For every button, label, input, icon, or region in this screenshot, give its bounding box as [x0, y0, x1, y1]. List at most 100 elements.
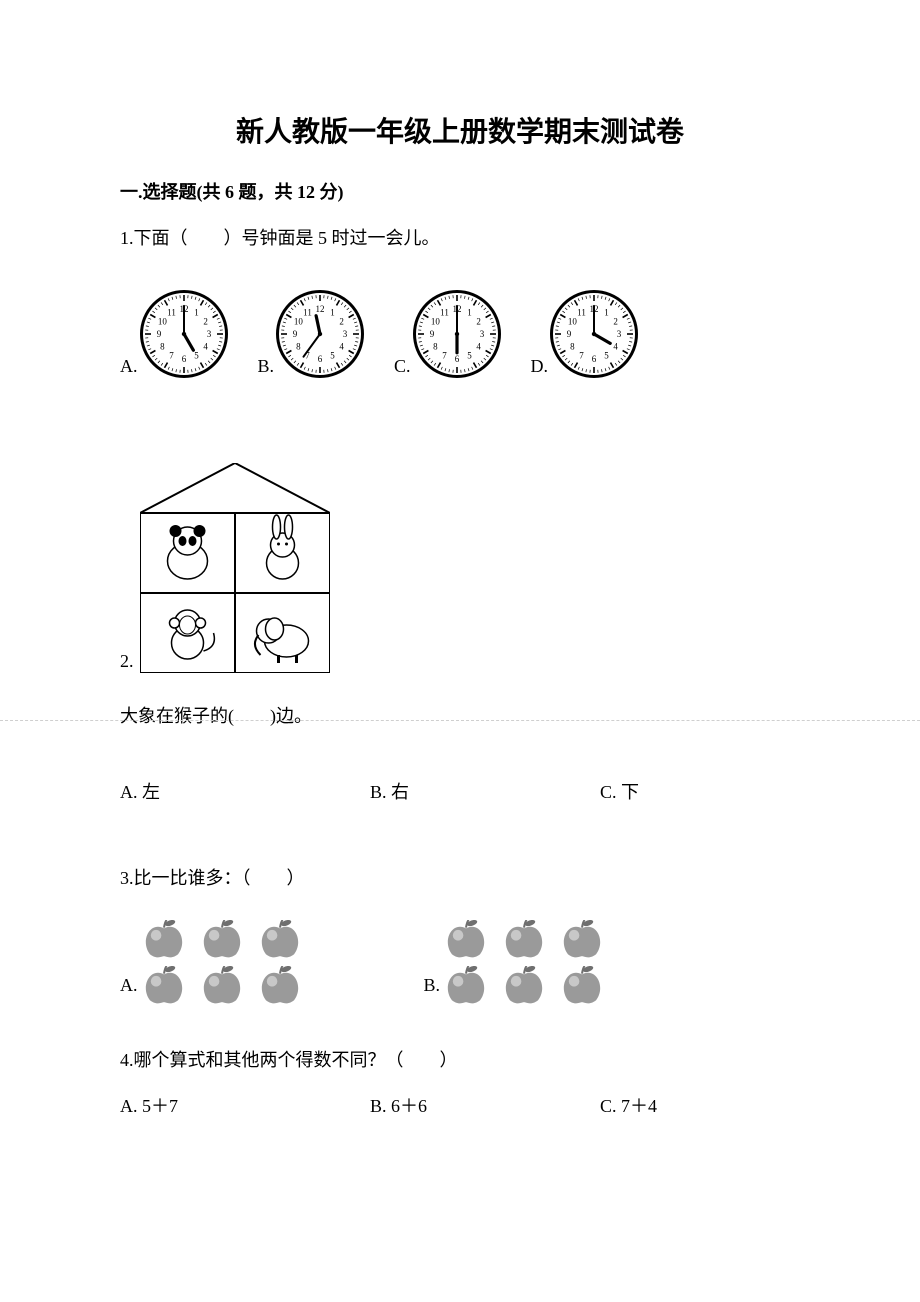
option-text: 左 — [142, 782, 160, 802]
svg-text:4: 4 — [339, 342, 344, 352]
apple-icon — [200, 966, 246, 1006]
svg-text:6: 6 — [592, 354, 597, 364]
q3-options-row: A. B. — [120, 920, 800, 1006]
svg-text:9: 9 — [293, 329, 298, 339]
svg-text:8: 8 — [433, 342, 438, 352]
svg-text:2: 2 — [613, 317, 618, 327]
option-text: 右 — [391, 782, 409, 802]
option-label: C. — [394, 356, 411, 383]
clock-icon: 121234567891011 — [276, 290, 364, 383]
apple-icon — [502, 920, 548, 960]
svg-text:1: 1 — [604, 307, 609, 317]
svg-text:3: 3 — [343, 329, 348, 339]
svg-text:8: 8 — [296, 342, 301, 352]
apple-icon — [444, 920, 490, 960]
apple-icon — [142, 920, 188, 960]
q1-option-a: A. 121234567891011 — [120, 290, 228, 383]
svg-text:11: 11 — [577, 307, 586, 317]
svg-text:11: 11 — [167, 307, 176, 317]
svg-text:7: 7 — [579, 351, 584, 361]
svg-text:5: 5 — [604, 351, 609, 361]
svg-text:2: 2 — [476, 317, 481, 327]
q2-options-row: A. 左 B. 右 C. 下 — [120, 778, 800, 804]
apple-icon — [444, 966, 490, 1006]
svg-text:2: 2 — [339, 317, 344, 327]
svg-text:5: 5 — [194, 351, 199, 361]
svg-text:8: 8 — [570, 342, 575, 352]
svg-text:9: 9 — [429, 329, 434, 339]
svg-text:3: 3 — [617, 329, 622, 339]
q2-number: 2. — [120, 651, 134, 678]
option-label: B. — [258, 356, 275, 383]
q1-option-c: C. 121234567891011 — [394, 290, 501, 383]
option-text: 5＋7 — [142, 1096, 178, 1116]
q2-subtext: 大象在猴子的( )边。 — [120, 702, 800, 728]
svg-text:10: 10 — [157, 317, 167, 327]
clock-icon: 121234567891011 — [413, 290, 501, 383]
page-title: 新人教版一年级上册数学期末测试卷 — [120, 110, 800, 150]
section-heading: 一.选择题(共 6 题，共 12 分) — [120, 178, 800, 204]
svg-text:5: 5 — [467, 351, 472, 361]
svg-text:2: 2 — [203, 317, 208, 327]
q3-text: 3.比一比谁多：（ ） — [120, 864, 800, 890]
svg-text:4: 4 — [613, 342, 618, 352]
svg-text:11: 11 — [440, 307, 449, 317]
option-label: B. — [370, 782, 387, 802]
apple-icon — [560, 966, 606, 1006]
svg-text:7: 7 — [442, 351, 447, 361]
q2-option-c: C. 下 — [600, 778, 639, 804]
svg-text:12: 12 — [316, 304, 325, 314]
svg-text:10: 10 — [430, 317, 440, 327]
clock-icon: 121234567891011 — [140, 290, 228, 383]
svg-text:6: 6 — [454, 354, 459, 364]
q2-option-a: A. 左 — [120, 778, 370, 804]
svg-text:6: 6 — [181, 354, 186, 364]
svg-text:11: 11 — [303, 307, 312, 317]
svg-text:4: 4 — [203, 342, 208, 352]
q2-row: 2. — [120, 463, 800, 678]
option-label: B. — [370, 1096, 387, 1116]
q1-option-b: B. 121234567891011 — [258, 290, 365, 383]
q2-option-b: B. 右 — [370, 778, 600, 804]
apple-icon — [258, 920, 304, 960]
option-label: A. — [120, 356, 138, 383]
q4-option-c: C. 7＋4 — [600, 1092, 657, 1118]
svg-text:8: 8 — [160, 342, 165, 352]
svg-text:6: 6 — [318, 354, 323, 364]
apple-icon — [560, 920, 606, 960]
apple-icon — [200, 920, 246, 960]
svg-text:7: 7 — [169, 351, 174, 361]
q4-option-a: A. 5＋7 — [120, 1092, 370, 1118]
q1-option-d: D. 121234567891011 — [531, 290, 639, 383]
option-text: 6＋6 — [391, 1096, 427, 1116]
exam-page: 新人教版一年级上册数学期末测试卷 一.选择题(共 6 题，共 12 分) 1.下… — [0, 0, 920, 1302]
q3-apple-group-a — [142, 920, 304, 1006]
option-text: 下 — [621, 782, 639, 802]
option-label: C. — [600, 782, 617, 802]
q1-options-row: A. 121234567891011 B. 121234567891011 C.… — [120, 290, 800, 383]
q1-text: 1.下面（ ）号钟面是 5 时过一会儿。 — [120, 224, 800, 250]
option-label: A. — [120, 975, 138, 1006]
svg-text:9: 9 — [567, 329, 572, 339]
page-separator-line — [0, 720, 920, 721]
option-label: C. — [600, 1096, 617, 1116]
q4-option-b: B. 6＋6 — [370, 1092, 600, 1118]
svg-text:9: 9 — [156, 329, 161, 339]
svg-text:3: 3 — [479, 329, 484, 339]
option-label: A. — [120, 1096, 138, 1116]
apple-icon — [142, 966, 188, 1006]
svg-text:4: 4 — [476, 342, 481, 352]
svg-text:10: 10 — [568, 317, 578, 327]
svg-text:10: 10 — [294, 317, 304, 327]
svg-text:1: 1 — [330, 307, 335, 317]
option-label: A. — [120, 782, 138, 802]
svg-text:3: 3 — [206, 329, 211, 339]
house-icon — [140, 463, 330, 678]
q4-options-row: A. 5＋7 B. 6＋6 C. 7＋4 — [120, 1092, 800, 1118]
clock-icon: 121234567891011 — [550, 290, 638, 383]
q3-apple-group-b — [444, 920, 606, 1006]
svg-text:1: 1 — [467, 307, 472, 317]
apple-icon — [502, 966, 548, 1006]
apple-icon — [258, 966, 304, 1006]
svg-text:1: 1 — [194, 307, 199, 317]
